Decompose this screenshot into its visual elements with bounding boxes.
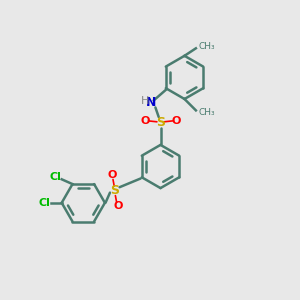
Text: CH₃: CH₃ (198, 42, 215, 51)
Text: S: S (110, 184, 119, 197)
Text: Cl: Cl (39, 198, 51, 208)
Text: CH₃: CH₃ (198, 108, 215, 117)
Text: Cl: Cl (50, 172, 62, 182)
Text: O: O (113, 201, 122, 212)
Text: S: S (156, 116, 165, 129)
Text: N: N (146, 96, 157, 110)
Text: H: H (140, 96, 149, 106)
Text: O: O (140, 116, 150, 126)
Text: O: O (171, 116, 181, 126)
Text: O: O (107, 170, 116, 180)
